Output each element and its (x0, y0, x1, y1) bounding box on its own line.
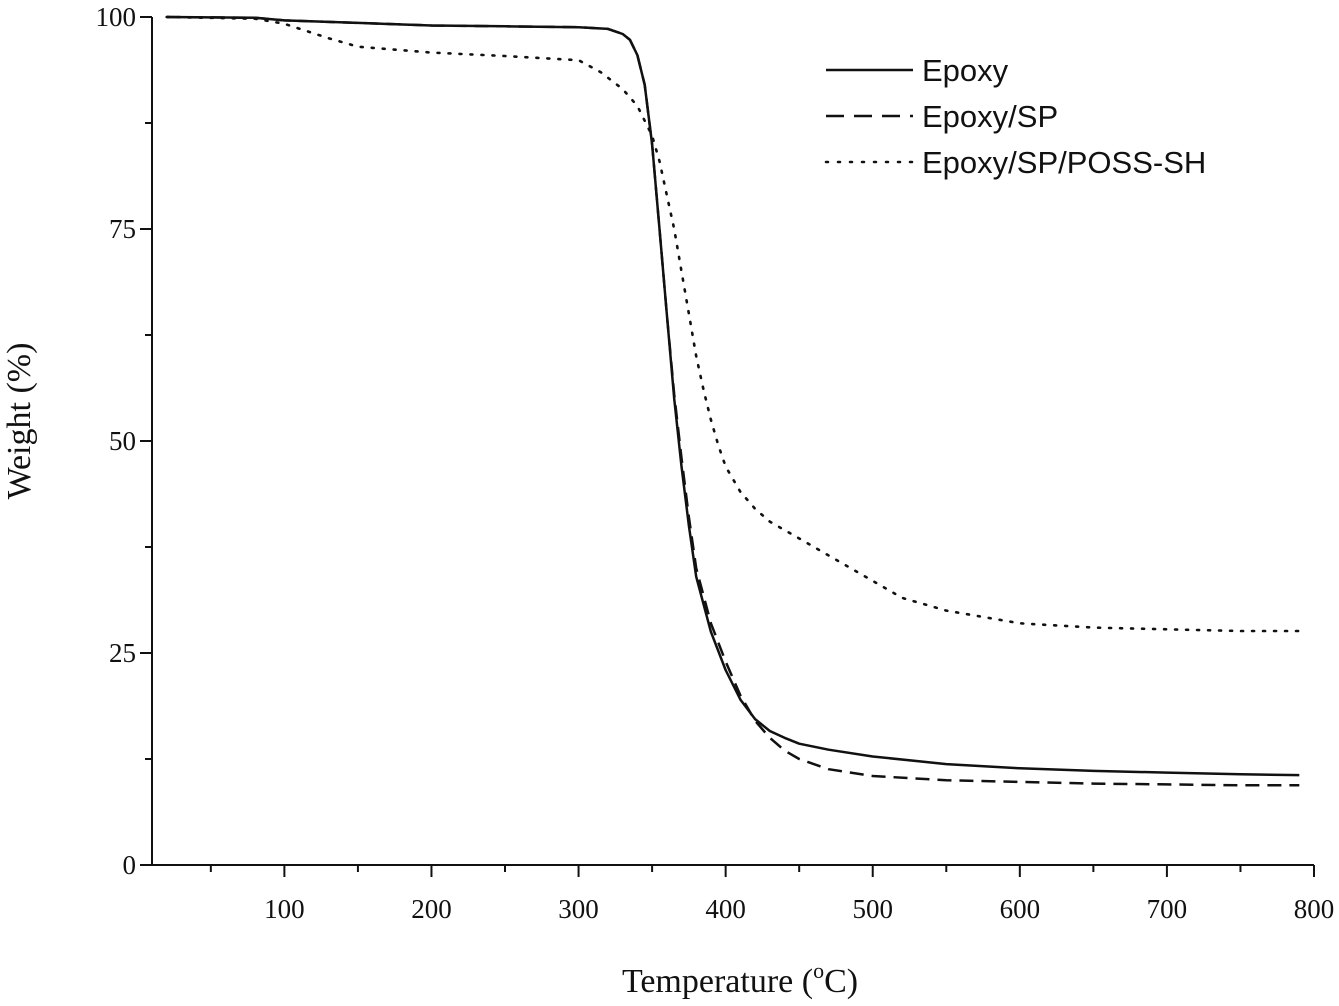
series-line-epoxy-sp (166, 15, 1300, 787)
x-tick-label: 700 (1147, 894, 1188, 924)
x-tick-label: 200 (411, 894, 452, 924)
x-tick-label: 400 (705, 894, 746, 924)
y-tick-label: 0 (123, 850, 137, 880)
y-tick-label: 100 (96, 2, 137, 32)
x-tick-label: 800 (1294, 894, 1335, 924)
y-tick-label: 50 (109, 426, 136, 456)
x-tick-label: 300 (558, 894, 599, 924)
x-axis-title: Temperature (oC) (622, 958, 858, 1000)
series-line-epoxy (166, 15, 1300, 777)
x-tick-label: 100 (264, 894, 305, 924)
y-axis-title: Weight (%) (1, 343, 38, 500)
legend-label-epoxy: Epoxy (922, 53, 1009, 88)
legend-label-epoxy-sp-poss-sh: Epoxy/SP/POSS-SH (922, 145, 1206, 180)
axis-ticks: 100 200 300 400 500 600 700 800 0 25 50 75 100 (96, 2, 1335, 924)
y-tick-label: 25 (109, 638, 136, 668)
series-line-epoxy-sp-poss-sh (165, 15, 1301, 633)
legend-label-epoxy-sp: Epoxy/SP (922, 99, 1058, 134)
x-tick-label: 500 (852, 894, 893, 924)
legend: Epoxy Epoxy/SP Epoxy/SP/POSS-SH (824, 53, 1206, 180)
y-tick-label: 75 (109, 214, 136, 244)
x-tick-label: 600 (1000, 894, 1041, 924)
series-lines (165, 15, 1301, 787)
